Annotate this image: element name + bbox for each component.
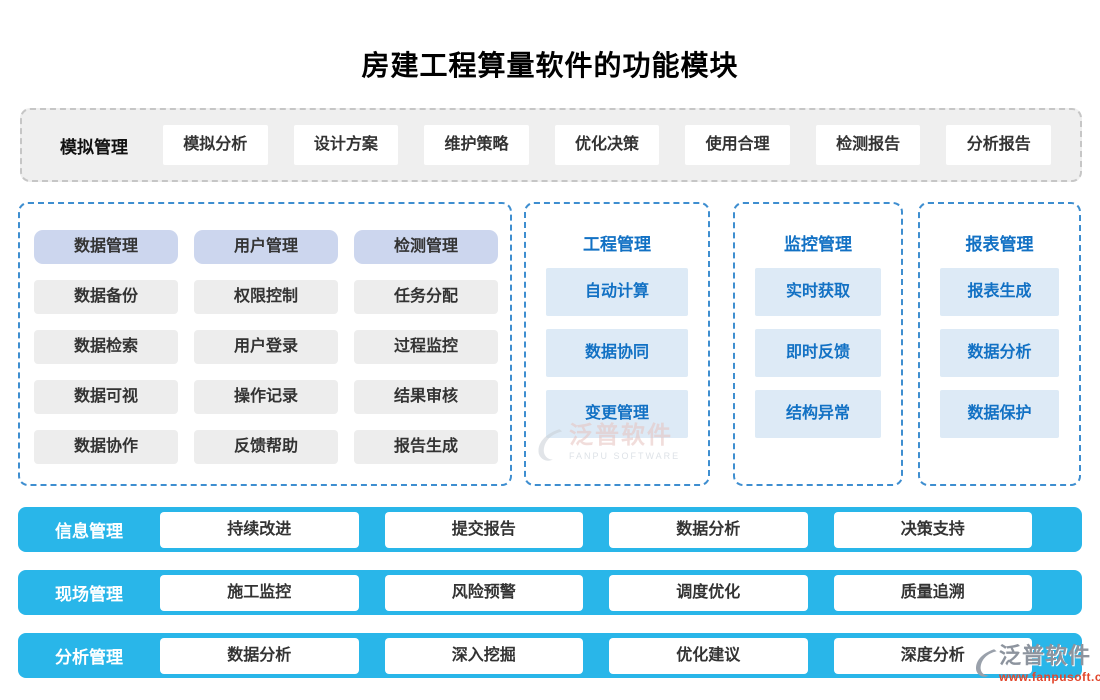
node-simulation-analysis: 模拟分析 [163,125,268,165]
node-auto-calculation: 自动计算 [546,268,688,316]
bar-label-site-management: 现场管理 [55,585,123,604]
node-construction-monitoring: 施工监控 [160,574,359,611]
node-operation-log: 操作记录 [194,380,338,414]
page-title: 房建工程算量软件的功能模块 [361,50,739,81]
node-change-management: 变更管理 [546,390,688,438]
node-continuous-improvement: 持续改进 [160,511,359,548]
panel-header-report-management: 报表管理 [965,235,1034,254]
node-deep-analysis: 深度分析 [833,637,1032,674]
node-data-backup: 数据备份 [34,280,178,314]
node-deep-mining: 深入挖掘 [384,637,583,674]
node-risk-warning: 风险预警 [384,574,583,611]
node-realtime-acquisition: 实时获取 [755,268,881,316]
node-decision-support: 决策支持 [833,511,1032,548]
core-management-panel: 数据管理 数据备份 数据检索 数据可视 数据协作 用户管理 权限控制 用户登录 … [18,202,512,486]
column-header-data-management: 数据管理 [34,230,178,264]
bar-label-information-management: 信息管理 [55,522,123,541]
panel-header-project-management: 工程管理 [583,235,651,254]
node-report-generation: 报告生成 [354,430,498,464]
panel-monitoring-management: 监控管理 实时获取 即时反馈 结构异常 [733,202,903,486]
node-task-assignment: 任务分配 [354,280,498,314]
panel-header-monitoring-management: 监控管理 [784,235,852,254]
node-feedback-help: 反馈帮助 [194,430,338,464]
node-optimization-suggestion: 优化建议 [609,637,808,674]
node-inspection-report: 检测报告 [815,125,921,165]
node-data-visualization: 数据可视 [34,380,178,414]
panel-project-management: 工程管理 自动计算 数据协同 变更管理 [524,202,710,486]
node-maintenance-strategy: 维护策略 [424,125,529,165]
node-structure-anomaly: 结构异常 [755,390,881,438]
column-header-inspection-management: 检测管理 [354,230,498,264]
simulation-management-group: 模拟管理 模拟分析 设计方案 维护策略 优化决策 使用合理 检测报告 分析报告 [20,108,1082,182]
bar-site-management: 现场管理 施工监控 风险预警 调度优化 质量追溯 [18,570,1082,615]
node-analysis-report: 分析报告 [946,125,1052,165]
node-reasonable-use: 使用合理 [685,125,790,165]
node-user-login: 用户登录 [194,330,338,364]
column-header-user-management: 用户管理 [194,230,338,264]
node-data-collaboration: 数据协作 [34,430,178,464]
node-instant-feedback: 即时反馈 [755,329,881,377]
node-process-monitoring: 过程监控 [354,330,498,364]
node-quality-traceability: 质量追溯 [833,574,1032,611]
node-design-scheme: 设计方案 [293,125,399,165]
node-info-data-analysis: 数据分析 [609,511,808,548]
node-data-analysis: 数据分析 [940,329,1059,377]
bar-label-analysis-management: 分析管理 [55,648,123,667]
node-result-review: 结果审核 [354,380,498,414]
bar-analysis-management: 分析管理 数据分析 深入挖掘 优化建议 深度分析 [18,633,1082,678]
node-data-protection: 数据保护 [940,390,1059,438]
node-schedule-optimization: 调度优化 [609,574,808,611]
node-analysis-data-analysis: 数据分析 [160,637,359,674]
node-data-synergy: 数据协同 [546,329,688,377]
node-submit-report: 提交报告 [384,511,583,548]
bar-information-management: 信息管理 持续改进 提交报告 数据分析 决策支持 [18,507,1082,552]
simulation-group-label: 模拟管理 [60,137,128,157]
node-optimize-decision: 优化决策 [554,125,660,165]
node-report-generate: 报表生成 [940,268,1059,316]
column-inspection-management: 检测管理 任务分配 过程监控 结果审核 报告生成 [354,230,498,484]
node-permission-control: 权限控制 [194,280,338,314]
panel-report-management: 报表管理 报表生成 数据分析 数据保护 [918,202,1081,486]
node-data-search: 数据检索 [34,330,178,364]
column-user-management: 用户管理 权限控制 用户登录 操作记录 反馈帮助 [194,230,338,484]
column-data-management: 数据管理 数据备份 数据检索 数据可视 数据协作 [34,230,178,484]
